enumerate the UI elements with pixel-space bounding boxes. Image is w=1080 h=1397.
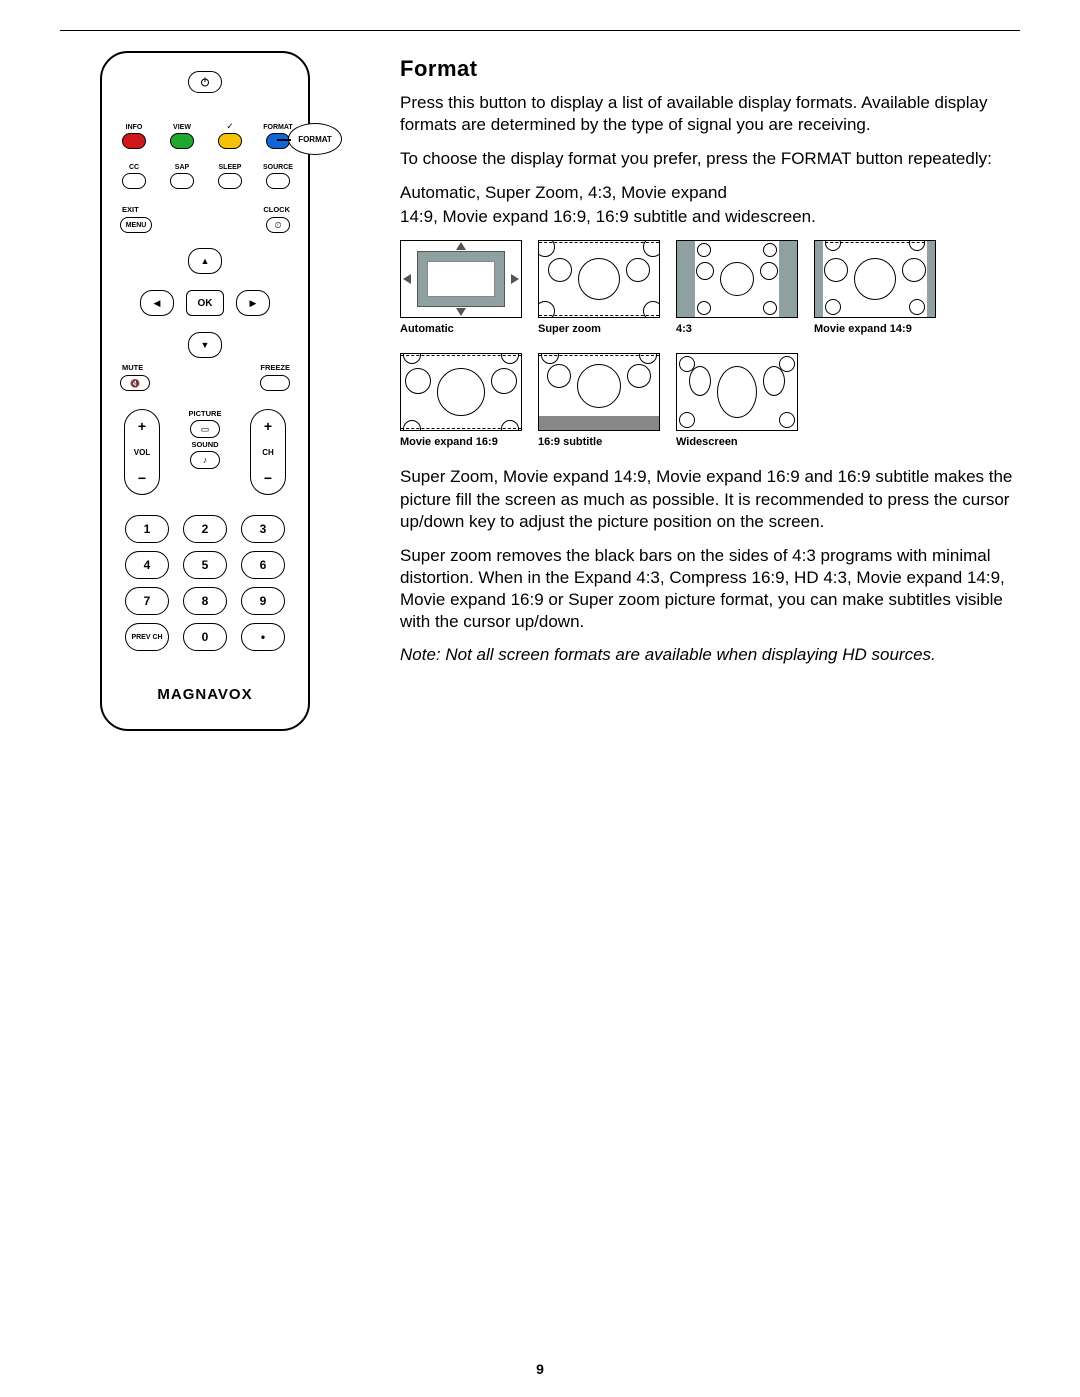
up-arrow-button: ▲	[188, 248, 222, 274]
ch-label: CH	[262, 448, 274, 457]
power-button	[188, 71, 222, 93]
down-arrow-button: ▼	[188, 332, 222, 358]
fmt-169sub-label: 16:9 subtitle	[538, 436, 660, 448]
para-2: To choose the display format you prefer,…	[400, 148, 1020, 170]
picture-label: PICTURE	[175, 409, 235, 418]
fmt-widescreen-label: Widescreen	[676, 436, 798, 448]
sleep-button: SLEEP	[218, 173, 242, 189]
check-icon: ✓	[218, 121, 242, 132]
picture-button: ▭	[190, 420, 220, 438]
cc-label: CC	[114, 164, 154, 171]
num-0: 0	[183, 623, 227, 651]
info-button: INFO	[122, 133, 146, 149]
num-5: 5	[183, 551, 227, 579]
fmt-widescreen: Widescreen	[676, 353, 798, 448]
ch-rocker: + CH −	[250, 409, 286, 495]
num-2: 2	[183, 515, 227, 543]
minus-icon: −	[138, 470, 146, 486]
para-6: Super zoom removes the black bars on the…	[400, 545, 1020, 633]
sap-button: SAP	[170, 173, 194, 189]
cc-button: CC	[122, 173, 146, 189]
freeze-label: FREEZE	[260, 363, 290, 372]
vol-label: VOL	[134, 448, 150, 457]
fmt-me149: Movie expand 14:9	[814, 240, 936, 335]
note: Note: Not all screen formats are availab…	[400, 645, 1020, 665]
sound-label: SOUND	[175, 440, 235, 449]
mute-button: 🔇	[120, 375, 150, 391]
numpad: 1 2 3 4 5 6 7 8 9 PREV CH	[125, 515, 285, 659]
sound-button: ♪	[190, 451, 220, 469]
num-1: 1	[125, 515, 169, 543]
clock-button: ⏲	[266, 217, 290, 233]
vol-rocker: + VOL −	[124, 409, 160, 495]
num-3: 3	[241, 515, 285, 543]
dpad: ▲ ▼ ◀ ▶ OK	[140, 248, 270, 358]
top-rule	[60, 30, 1020, 31]
fmt-me169-label: Movie expand 16:9	[400, 436, 522, 448]
prevch-button: PREV CH	[125, 623, 169, 651]
fmt-superzoom: Super zoom	[538, 240, 660, 335]
fmt-superzoom-label: Super zoom	[538, 323, 660, 335]
fmt-me149-label: Movie expand 14:9	[814, 323, 936, 335]
dot-button: •	[241, 623, 285, 651]
text-column: Format Press this button to display a li…	[400, 51, 1020, 731]
page-number: 9	[0, 1361, 1080, 1377]
ok-button: OK	[186, 290, 224, 316]
clock-label: CLOCK	[263, 205, 290, 214]
para-5: Super Zoom, Movie expand 14:9, Movie exp…	[400, 466, 1020, 532]
heading-format: Format	[400, 56, 1020, 82]
freeze-button	[260, 375, 290, 391]
sleep-label: SLEEP	[210, 164, 250, 171]
num-4: 4	[125, 551, 169, 579]
menu-button: MENU	[120, 217, 152, 233]
source-button: SOURCE	[266, 173, 290, 189]
check-button	[218, 133, 242, 149]
mute-label: MUTE	[122, 363, 143, 372]
power-icon	[199, 76, 211, 88]
para-1: Press this button to display a list of a…	[400, 92, 1020, 136]
sap-label: SAP	[162, 164, 202, 171]
view-label: VIEW	[162, 124, 202, 131]
num-6: 6	[241, 551, 285, 579]
fmt-169sub: 16:9 subtitle	[538, 353, 660, 448]
fmt-automatic: Automatic	[400, 240, 522, 335]
fmt-43-label: 4:3	[676, 323, 798, 335]
fmt-me169: Movie expand 16:9	[400, 353, 522, 448]
info-label: INFO	[114, 124, 154, 131]
num-8: 8	[183, 587, 227, 615]
fmt-43: 4:3	[676, 240, 798, 335]
format-diagrams: Automatic Super zoom	[400, 240, 1020, 448]
view-button: VIEW	[170, 133, 194, 149]
left-arrow-button: ◀	[140, 290, 174, 316]
minus-icon: −	[264, 470, 272, 486]
right-arrow-button: ▶	[236, 290, 270, 316]
fmt-automatic-label: Automatic	[400, 323, 522, 335]
exit-label: EXIT	[122, 205, 139, 214]
para-3: Automatic, Super Zoom, 4:3, Movie expand	[400, 182, 1020, 204]
format-callout: FORMAT	[288, 123, 342, 155]
remote-illustration: INFO VIEW ✓ FORMAT CC SAP SLEEP SOURCE E…	[100, 51, 310, 731]
format-button: FORMAT	[266, 133, 290, 149]
content-area: INFO VIEW ✓ FORMAT CC SAP SLEEP SOURCE E…	[60, 51, 1020, 731]
remote-column: INFO VIEW ✓ FORMAT CC SAP SLEEP SOURCE E…	[60, 51, 360, 731]
para-4: 14:9, Movie expand 16:9, 16:9 subtitle a…	[400, 206, 1020, 228]
plus-icon: +	[264, 418, 272, 434]
num-9: 9	[241, 587, 285, 615]
source-label: SOURCE	[258, 164, 298, 171]
plus-icon: +	[138, 418, 146, 434]
brand-label: MAGNAVOX	[102, 686, 308, 703]
num-7: 7	[125, 587, 169, 615]
